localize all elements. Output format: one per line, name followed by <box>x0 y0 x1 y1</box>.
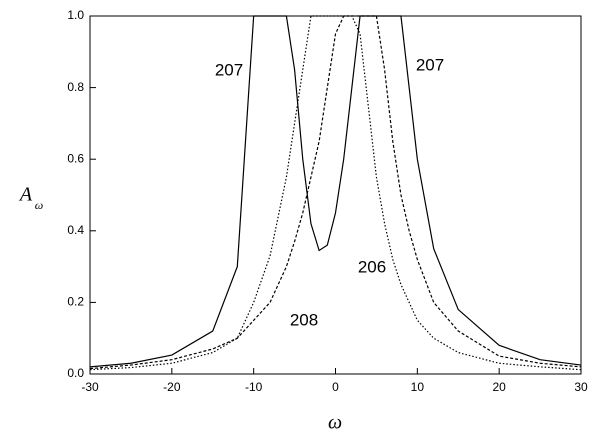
y-axis-label-subscript: ω <box>35 198 43 212</box>
annotation: 207 <box>215 60 243 79</box>
y-tick-label: 0.0 <box>67 366 84 380</box>
annotation: 206 <box>358 257 386 276</box>
annotation: 207 <box>416 55 444 74</box>
line-series <box>89 15 582 368</box>
x-tick-label: -10 <box>245 380 263 394</box>
x-tick-label: 10 <box>411 380 425 394</box>
y-tick-label: 1.0 <box>67 8 84 22</box>
x-tick-label: 30 <box>574 380 588 394</box>
y-axis-label: A <box>18 184 33 206</box>
y-tick-label: 0.8 <box>67 80 84 94</box>
x-tick-label: -30 <box>81 380 99 394</box>
line-series <box>89 15 582 370</box>
y-tick-label: 0.4 <box>67 223 84 237</box>
line-series <box>89 15 582 371</box>
x-tick-label: 0 <box>332 380 339 394</box>
x-axis-label: ω <box>328 412 342 434</box>
plot-frame <box>89 15 582 375</box>
x-tick-label: 20 <box>492 380 506 394</box>
y-tick-label: 0.2 <box>67 295 84 309</box>
y-tick-label: 0.6 <box>67 151 84 165</box>
x-tick-label: -20 <box>163 380 181 394</box>
annotation: 208 <box>290 310 318 329</box>
